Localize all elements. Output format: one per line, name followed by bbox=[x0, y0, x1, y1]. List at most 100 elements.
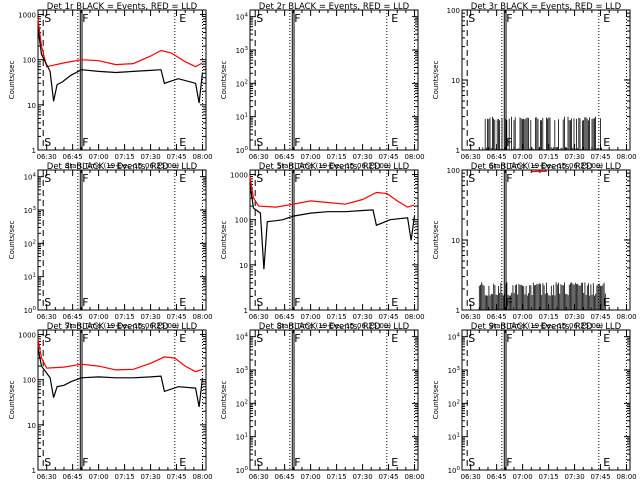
marker-e-bottom: E bbox=[179, 296, 186, 309]
marker-s: S bbox=[468, 332, 475, 345]
y-tick-label: 103 bbox=[236, 46, 249, 55]
x-tick-label: 07:00 bbox=[301, 313, 321, 321]
plot-frame bbox=[37, 329, 207, 471]
x-axis-label: Start Time (19-Dec-15 06:25:00) bbox=[65, 322, 179, 330]
panel-det-7: Det 7r BLACK = Events, RED = LLD 1 10 100 10… bbox=[8, 322, 213, 480]
x-tick-label: 08:00 bbox=[404, 473, 424, 480]
y-tick-label: 100 bbox=[448, 466, 461, 475]
series-events-black bbox=[249, 184, 416, 270]
x-tick-label: 07:30 bbox=[140, 153, 160, 161]
event-spikes bbox=[482, 116, 602, 150]
panel-det-4: Det 4r BLACK = Events, RED = LLD 100 101 10… bbox=[8, 162, 213, 330]
marker-f-bottom: F bbox=[294, 136, 300, 149]
x-tick-label: 06:30 bbox=[461, 313, 481, 321]
marker-s-bottom: S bbox=[468, 296, 475, 309]
panel-det-6: Det 6r BLACK = Events, RED = LLD 1 10 100 06… bbox=[432, 162, 637, 330]
panel-title: Det 1r BLACK = Events, RED = LLD bbox=[47, 2, 198, 12]
x-tick-label: 06:30 bbox=[37, 473, 57, 480]
marker-s: S bbox=[468, 172, 475, 185]
plot-frame bbox=[461, 329, 631, 471]
y-tick-label: 1 bbox=[456, 307, 460, 315]
x-tick-label: 07:30 bbox=[564, 153, 584, 161]
y-tick-label: 100 bbox=[236, 466, 249, 475]
y-tick-label: 104 bbox=[448, 333, 461, 342]
marker-f-bottom: F bbox=[294, 296, 300, 309]
marker-f: F bbox=[506, 172, 512, 185]
x-tick-label: 07:45 bbox=[166, 313, 186, 321]
x-tick-label: 07:15 bbox=[115, 313, 135, 321]
panel-title: Det 9r BLACK = Events, RED = LLD bbox=[471, 322, 622, 332]
x-tick-label: 07:30 bbox=[352, 153, 372, 161]
y-tick-label: 10 bbox=[27, 422, 36, 430]
y-axis-label: Counts/sec bbox=[8, 381, 16, 420]
x-tick-label: 08:00 bbox=[616, 313, 636, 321]
y-tick-label: 101 bbox=[24, 273, 36, 282]
x-tick-label: 07:15 bbox=[115, 473, 135, 480]
marker-s: S bbox=[256, 332, 263, 345]
y-tick-label: 102 bbox=[236, 399, 248, 408]
x-tick-label: 07:15 bbox=[327, 313, 347, 321]
y-tick-label: 103 bbox=[448, 366, 461, 375]
panel-det-9: Det 9r BLACK = Events, RED = LLD 100 101 10… bbox=[432, 322, 637, 480]
x-tick-label: 06:45 bbox=[275, 153, 295, 161]
x-tick-label: 07:15 bbox=[115, 153, 135, 161]
marker-s-bottom: S bbox=[44, 456, 51, 469]
y-tick-label: 10 bbox=[451, 77, 460, 85]
x-tick-label: 06:30 bbox=[37, 313, 57, 321]
panel-det-8: Det 8r BLACK = Events, RED = LLD 100 101 10… bbox=[220, 322, 425, 480]
panel-title: Det 8r BLACK = Events, RED = LLD bbox=[259, 322, 410, 332]
y-tick-label: 100 bbox=[236, 146, 249, 155]
marker-e: E bbox=[179, 332, 186, 345]
marker-f-bottom: F bbox=[82, 296, 88, 309]
y-tick-label: 104 bbox=[236, 333, 249, 342]
marker-f: F bbox=[82, 172, 88, 185]
y-tick-label: 10 bbox=[451, 237, 460, 245]
x-tick-label: 06:30 bbox=[249, 313, 269, 321]
marker-e: E bbox=[391, 172, 398, 185]
panel-det-3: Det 3r BLACK = Events, RED = LLD 1 10 100 06… bbox=[432, 2, 637, 170]
marker-e-bottom: E bbox=[603, 136, 610, 149]
x-tick-label: 06:45 bbox=[275, 473, 295, 480]
y-axis-label: Counts/sec bbox=[432, 221, 440, 260]
x-tick-label: 06:45 bbox=[275, 313, 295, 321]
panel-title: Det 5r BLACK = Events, RED = LLD bbox=[259, 162, 410, 172]
marker-e: E bbox=[179, 12, 186, 25]
marker-e-bottom: E bbox=[391, 296, 398, 309]
x-tick-label: 07:15 bbox=[327, 153, 347, 161]
x-tick-label: 07:45 bbox=[378, 313, 398, 321]
marker-s: S bbox=[256, 12, 263, 25]
x-tick-label: 07:30 bbox=[140, 313, 160, 321]
marker-s-bottom: S bbox=[256, 136, 263, 149]
plot-frame bbox=[37, 9, 207, 151]
y-tick-label: 102 bbox=[448, 399, 460, 408]
panel-det-2: Det 2r BLACK = Events, RED = LLD 100 101 10… bbox=[220, 2, 425, 170]
panel-title: Det 2r BLACK = Events, RED = LLD bbox=[259, 2, 410, 12]
y-tick-label: 100 bbox=[235, 217, 248, 225]
marker-f: F bbox=[294, 172, 300, 185]
x-tick-label: 08:00 bbox=[616, 473, 636, 480]
y-axis-label: Counts/sec bbox=[220, 381, 228, 420]
x-tick-label: 06:30 bbox=[249, 153, 269, 161]
x-tick-label: 07:45 bbox=[378, 153, 398, 161]
x-axis-label: Start Time (19-Dec-15 06:25:00) bbox=[489, 162, 603, 170]
x-tick-label: 06:30 bbox=[249, 473, 269, 480]
panel-title: Det 6r BLACK = Events, RED = LLD bbox=[471, 162, 622, 172]
marker-s-bottom: S bbox=[44, 296, 51, 309]
x-tick-label: 07:45 bbox=[166, 153, 186, 161]
marker-f: F bbox=[294, 12, 300, 25]
y-tick-label: 10 bbox=[27, 102, 36, 110]
x-tick-label: 08:00 bbox=[192, 153, 212, 161]
x-tick-label: 07:45 bbox=[166, 473, 186, 480]
y-tick-label: 1 bbox=[244, 307, 248, 315]
x-tick-label: 07:30 bbox=[140, 473, 160, 480]
x-tick-label: 07:15 bbox=[327, 473, 347, 480]
marker-s-bottom: S bbox=[468, 136, 475, 149]
marker-f: F bbox=[82, 12, 88, 25]
x-tick-label: 07:15 bbox=[539, 473, 559, 480]
x-tick-label: 07:00 bbox=[89, 153, 109, 161]
y-tick-label: 1 bbox=[456, 147, 460, 155]
x-tick-label: 07:00 bbox=[513, 473, 533, 480]
y-axis-label: Counts/sec bbox=[220, 61, 228, 100]
x-tick-label: 07:45 bbox=[378, 473, 398, 480]
y-tick-label: 102 bbox=[236, 79, 248, 88]
